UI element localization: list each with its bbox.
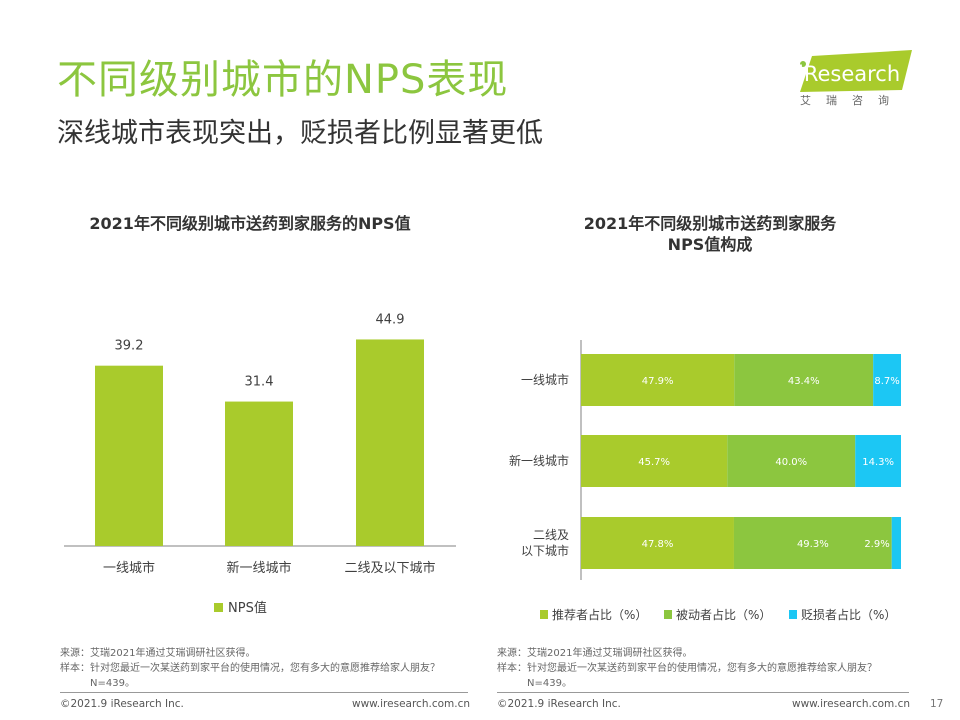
copyright-right: ©2021.9 iResearch Inc. bbox=[497, 698, 621, 710]
y-tick-label-3-line-1: 二线及 bbox=[533, 528, 569, 542]
segment-label-row3-series1: 47.8% bbox=[642, 539, 674, 550]
segment-label-row3-series3: 2.9% bbox=[864, 539, 889, 550]
legend-label-nps: NPS值 bbox=[228, 600, 267, 616]
footer-rule-left bbox=[60, 692, 468, 693]
website-link-left[interactable]: www.iresearch.com.cn bbox=[352, 698, 471, 710]
legend-swatch-series1 bbox=[540, 610, 548, 619]
sample-note-right: 样本：针对您最近一次某送药到家平台的使用情况，您有多大的意愿推荐给家人朋友？ bbox=[497, 663, 877, 674]
bar-value-label-2: 31.4 bbox=[245, 375, 274, 390]
source-note-right: 来源：艾瑞2021年通过艾瑞调研社区获得。 bbox=[497, 648, 693, 659]
segment-row1-series2 bbox=[734, 354, 874, 406]
page-subtitle: 深线城市表现突出，贬损者比例显著更低 bbox=[57, 118, 543, 149]
sample-note-left: 样本：针对您最近一次某送药到家平台的使用情况，您有多大的意愿推荐给家人朋友？ bbox=[60, 663, 440, 674]
x-tick-label-3: 二线及以下城市 bbox=[344, 560, 435, 576]
segment-row1-series3 bbox=[873, 354, 901, 406]
legend-swatch-series3 bbox=[789, 610, 797, 619]
legend-swatch-nps bbox=[214, 603, 223, 612]
stacked-chart-title: 2021年不同级别城市送药到家服务 NPS值构成 bbox=[495, 213, 925, 255]
legend-label-series1: 推荐者占比（%） bbox=[552, 607, 647, 622]
segment-row1-series1 bbox=[581, 354, 735, 406]
segment-label-row3-series2: 49.3% bbox=[797, 539, 829, 550]
bar-value-label-3: 44.9 bbox=[376, 312, 405, 327]
iresearch-logo: iResearch bbox=[798, 50, 912, 92]
logo-brand-text: iResearch bbox=[798, 62, 900, 86]
segment-row2-series2 bbox=[727, 435, 856, 487]
segment-row2-series3 bbox=[855, 435, 901, 487]
segment-label-row2-series3: 14.3% bbox=[862, 457, 894, 468]
x-tick-label-2: 新一线城市 bbox=[226, 560, 291, 576]
y-tick-label-2-line-1: 新一线城市 bbox=[509, 453, 569, 468]
nps-bar-chart: 39.2 一线城市 31.4 新一线城市 44.9 二线及以下城市 NPS值 bbox=[64, 312, 456, 616]
copyright-left: ©2021.9 iResearch Inc. bbox=[60, 698, 184, 710]
stacked-chart-title-line-2: NPS值构成 bbox=[667, 235, 753, 254]
website-link-right[interactable]: www.iresearch.com.cn bbox=[792, 698, 911, 710]
y-tick-label-1-line-1: 一线城市 bbox=[521, 372, 569, 387]
segment-row2-series1 bbox=[581, 435, 728, 487]
source-note-left: 来源：艾瑞2021年通过艾瑞调研社区获得。 bbox=[60, 648, 256, 659]
bar-3 bbox=[356, 339, 424, 546]
segment-label-row1-series3: 8.7% bbox=[874, 376, 899, 387]
bar-chart-title: 2021年不同级别城市送药到家服务的NPS值 bbox=[89, 214, 411, 233]
legend-label-series3: 贬损者占比（%） bbox=[801, 607, 896, 622]
segment-label-row2-series2: 40.0% bbox=[775, 457, 807, 468]
n-note-left: N=439。 bbox=[90, 678, 135, 689]
segment-row3-series2 bbox=[733, 517, 892, 569]
stacked-chart-title-line-1: 2021年不同级别城市送药到家服务 bbox=[583, 214, 837, 233]
legend-label-series2: 被动者占比（%） bbox=[676, 607, 771, 622]
segment-row3-series3 bbox=[891, 517, 901, 569]
bar-value-label-1: 39.2 bbox=[115, 339, 144, 354]
page-number: 17 bbox=[930, 698, 944, 710]
segment-label-row2-series1: 45.7% bbox=[638, 457, 670, 468]
y-tick-label-3-line-2: 以下城市 bbox=[521, 543, 569, 558]
nps-composition-chart: 47.9% 43.4% 8.7% 一线城市 45.7% 40.0% 14.3% 新一线城市 47… bbox=[509, 340, 901, 622]
footer-rule-right bbox=[497, 692, 909, 693]
page-title: 不同级别城市的NPS表现 bbox=[57, 57, 509, 103]
segment-row3-series1 bbox=[581, 517, 734, 569]
bar-1 bbox=[95, 365, 163, 546]
legend-swatch-series2 bbox=[664, 610, 672, 619]
x-tick-label-1: 一线城市 bbox=[103, 560, 155, 576]
n-note-right: N=439。 bbox=[527, 678, 572, 689]
bar-2 bbox=[225, 401, 293, 546]
segment-label-row1-series1: 47.9% bbox=[642, 376, 674, 387]
logo-subtitle: 艾瑞咨询 bbox=[800, 94, 904, 107]
segment-label-row1-series2: 43.4% bbox=[788, 376, 820, 387]
